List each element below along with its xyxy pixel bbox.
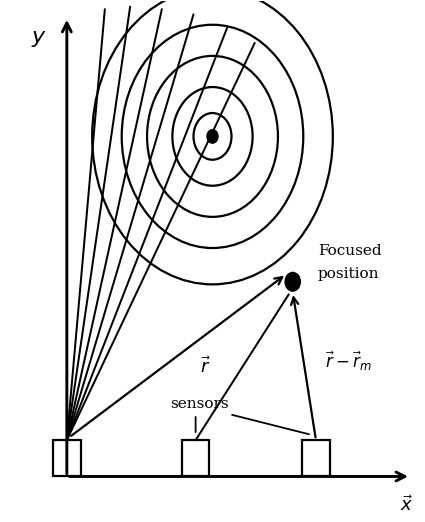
Circle shape	[207, 129, 218, 143]
Bar	[182, 440, 210, 477]
Text: $\vec{r}$: $\vec{r}$	[200, 355, 210, 376]
Text: $y$: $y$	[31, 27, 47, 49]
Text: position: position	[318, 267, 380, 281]
Text: $\vec{r}-\vec{r}_m$: $\vec{r}-\vec{r}_m$	[326, 349, 372, 373]
Bar	[302, 440, 330, 477]
Text: sensors: sensors	[170, 397, 229, 411]
Text: Focused: Focused	[318, 244, 382, 258]
Text: $\vec{x}$: $\vec{x}$	[400, 495, 414, 515]
Circle shape	[285, 272, 300, 291]
Bar	[53, 440, 81, 477]
